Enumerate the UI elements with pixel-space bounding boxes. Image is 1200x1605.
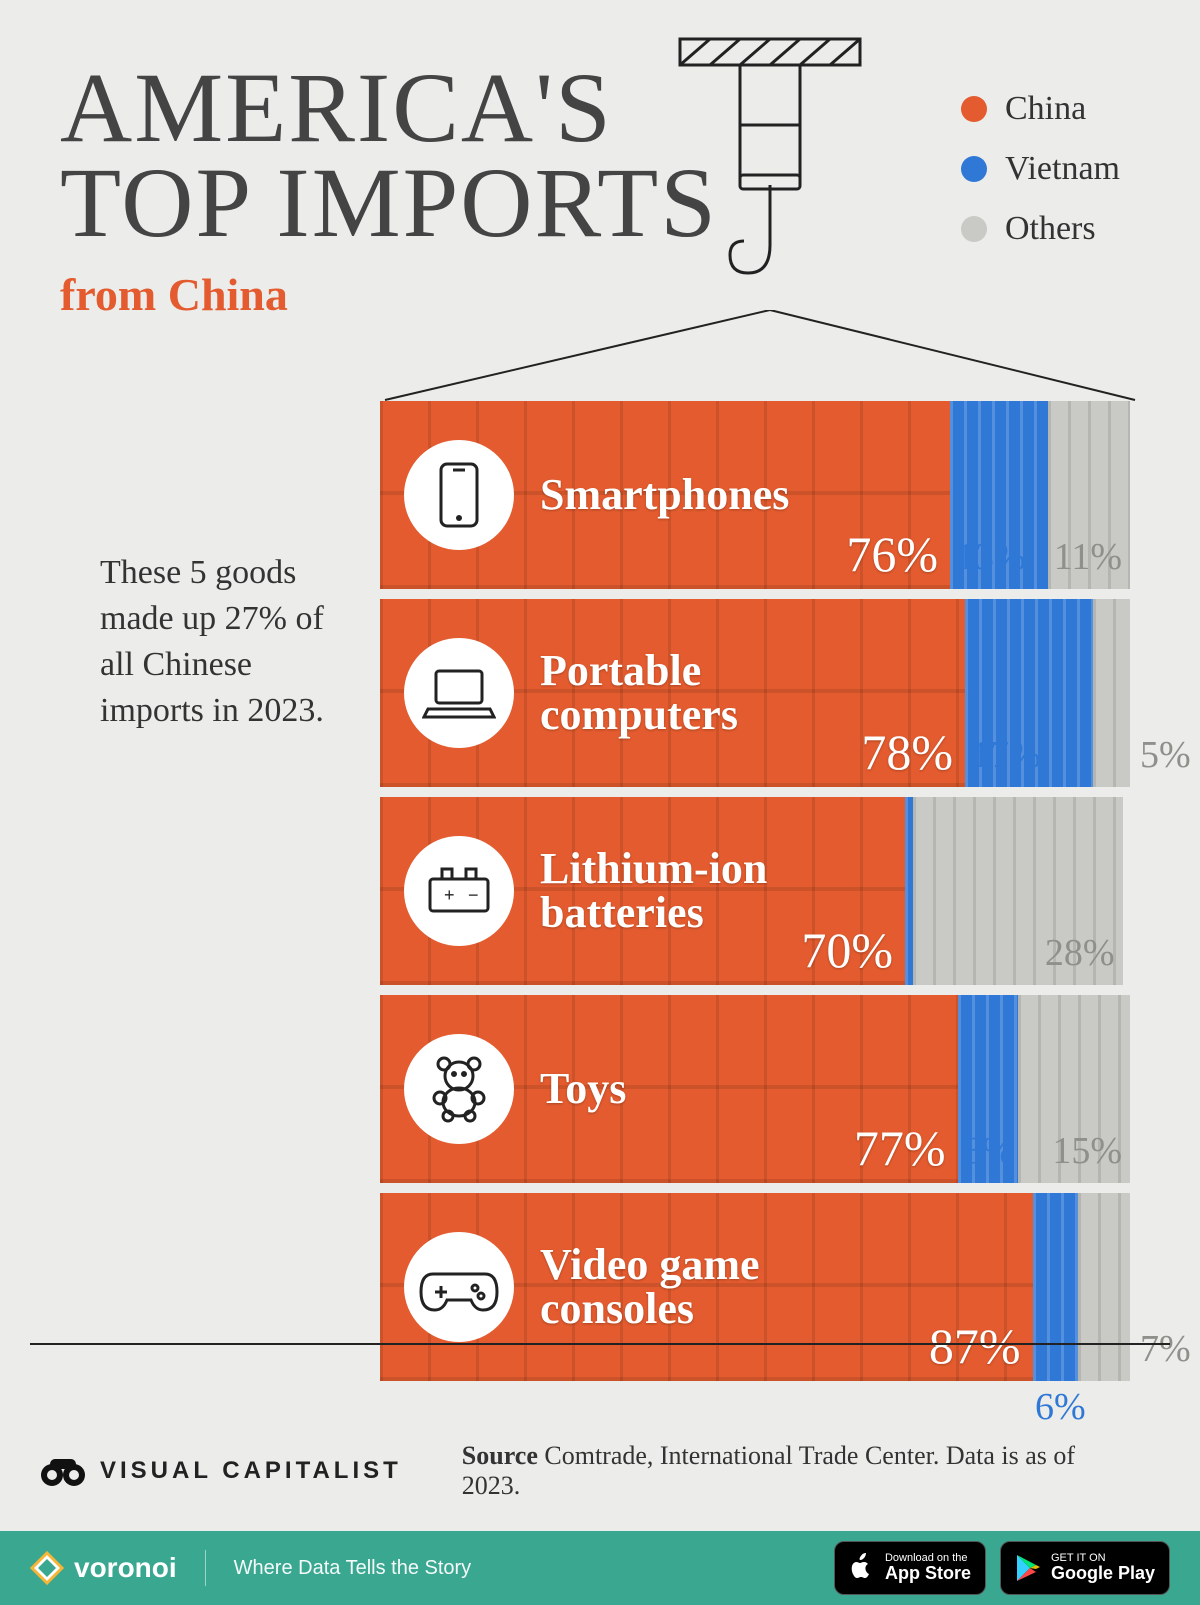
row-label: Portable computers: [540, 649, 900, 737]
segment-others: [1093, 599, 1131, 787]
pct-china: 76%: [846, 525, 938, 583]
pct-china: 78%: [861, 723, 953, 781]
legend-label: Vietnam: [1005, 150, 1120, 188]
baseline-rule: [30, 1343, 1170, 1345]
bar-row: Video game consoles87%7%6%: [380, 1193, 1130, 1381]
smartphone-icon: [404, 440, 514, 550]
laptop-icon: [404, 638, 514, 748]
pct-china: 70%: [801, 921, 893, 979]
segment-vietnam: [1033, 1193, 1078, 1381]
voronoi-logo: voronoi: [30, 1551, 177, 1585]
legend-item-china: China: [961, 90, 1120, 128]
crane-icon: [660, 35, 880, 315]
legend-swatch-china: [961, 96, 987, 122]
segment-others: 28%: [913, 797, 1123, 985]
legend: China Vietnam Others: [961, 90, 1120, 270]
binoculars-icon: [40, 1455, 86, 1487]
legend-label: Others: [1005, 210, 1096, 248]
pct-others: 7%: [1140, 1327, 1191, 1371]
segment-others: [1078, 1193, 1131, 1381]
row-label: Video game consoles: [540, 1243, 900, 1331]
bar-row: Smartphones 76% 13% 11%: [380, 401, 1130, 589]
legend-swatch-others: [961, 216, 987, 242]
segment-vietnam: 13%: [950, 401, 1048, 589]
visual-capitalist-logo: VISUAL CAPITALIST: [40, 1455, 402, 1487]
google-play-badge[interactable]: GET IT ONGoogle Play: [1000, 1541, 1170, 1595]
segment-china: Video game consoles 87%: [380, 1193, 1033, 1381]
pct-others: 11%: [1054, 535, 1122, 579]
stacked-bar-chart: Smartphones 76% 13% 11% Portable computers78…: [380, 401, 1130, 1381]
voronoi-mark-icon: [30, 1551, 64, 1585]
gamepad-icon: [404, 1232, 514, 1342]
pct-vietnam: 17%: [971, 733, 1041, 777]
svg-text:+: +: [444, 885, 455, 905]
segment-others: 15%: [1018, 995, 1131, 1183]
source-text: Source Comtrade, International Trade Cen…: [462, 1441, 1140, 1501]
segment-others: 11%: [1048, 401, 1131, 589]
brand-text: VISUAL CAPITALIST: [100, 1457, 402, 1485]
pct-others: 15%: [1052, 1129, 1122, 1173]
footer-bar: voronoi Where Data Tells the Story Downl…: [0, 1531, 1200, 1605]
segment-vietnam: 8%: [958, 995, 1018, 1183]
segment-vietnam: 1%: [905, 797, 913, 985]
legend-item-vietnam: Vietnam: [961, 150, 1120, 188]
google-play-icon: [1015, 1554, 1041, 1582]
footer-divider: [205, 1550, 206, 1586]
pct-china: 77%: [854, 1119, 946, 1177]
footer-tagline: Where Data Tells the Story: [234, 1557, 472, 1580]
app-store-badge[interactable]: Download on theApp Store: [834, 1541, 986, 1595]
teddy-icon: [404, 1034, 514, 1144]
legend-label: China: [1005, 90, 1086, 128]
infographic-canvas: AMERICA'S TOP IMPORTS from China: [0, 0, 1200, 1605]
apple-icon: [849, 1553, 875, 1583]
segment-china: Toys 77%: [380, 995, 958, 1183]
pct-others: 28%: [1045, 931, 1115, 975]
crane-cables-icon: [380, 310, 1140, 410]
segment-china: Portable computers78%: [380, 599, 965, 787]
bar-row: Portable computers78%17%5%: [380, 599, 1130, 787]
voronoi-logo-text: voronoi: [74, 1552, 177, 1584]
bar-row: +−Lithium-ion batteries70%1% 28%: [380, 797, 1130, 985]
pct-vietnam: 13%: [956, 535, 1026, 579]
legend-swatch-vietnam: [961, 156, 987, 182]
pct-others: 5%: [1140, 733, 1191, 777]
segment-vietnam: 17%: [965, 599, 1093, 787]
legend-item-others: Others: [961, 210, 1120, 248]
bar-row: Toys 77% 8% 15%: [380, 995, 1130, 1183]
source-row: VISUAL CAPITALIST Source Comtrade, Inter…: [0, 1411, 1200, 1531]
pct-china: 87%: [929, 1317, 1021, 1375]
pct-vietnam: 6%: [1035, 1385, 1086, 1429]
segment-china: +−Lithium-ion batteries70%: [380, 797, 905, 985]
pct-vietnam: 8%: [964, 1129, 1015, 1173]
row-label: Toys: [540, 1067, 626, 1111]
callout-text: These 5 goods made up 27% of all Chinese…: [100, 550, 360, 734]
battery-icon: +−: [404, 836, 514, 946]
row-label: Smartphones: [540, 473, 789, 517]
svg-text:−: −: [468, 885, 479, 905]
segment-china: Smartphones 76%: [380, 401, 950, 589]
